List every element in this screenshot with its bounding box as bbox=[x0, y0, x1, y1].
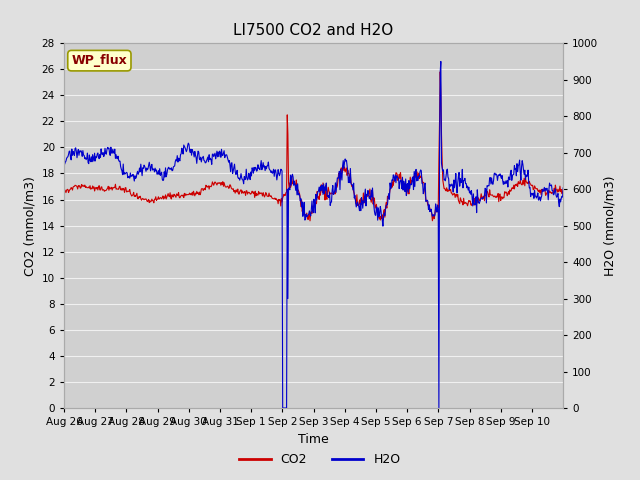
Y-axis label: CO2 (mmol/m3): CO2 (mmol/m3) bbox=[23, 176, 36, 276]
Y-axis label: H2O (mmol/m3): H2O (mmol/m3) bbox=[604, 175, 617, 276]
X-axis label: Time: Time bbox=[298, 432, 329, 445]
Legend: CO2, H2O: CO2, H2O bbox=[234, 448, 406, 471]
Title: LI7500 CO2 and H2O: LI7500 CO2 and H2O bbox=[234, 23, 394, 38]
Text: WP_flux: WP_flux bbox=[72, 54, 127, 67]
